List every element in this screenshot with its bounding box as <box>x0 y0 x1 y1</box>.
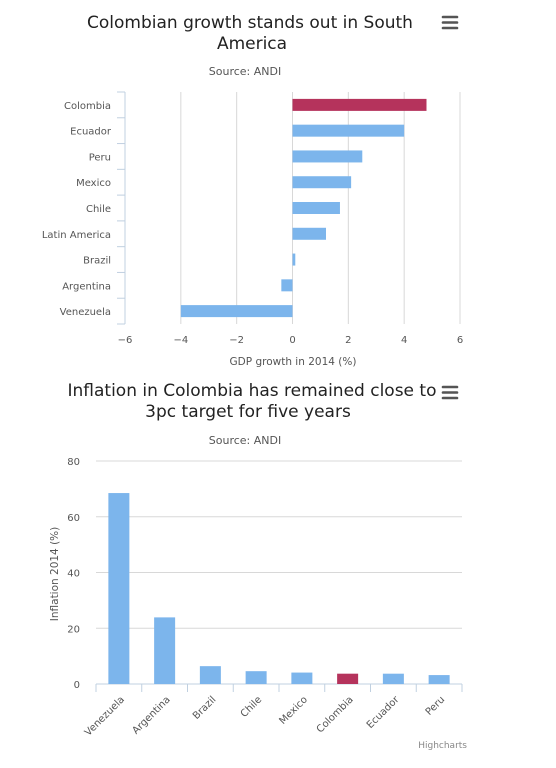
chart-growth-category-label: Venezuela <box>60 307 111 318</box>
chart-growth-x-tick-label: −2 <box>229 335 244 346</box>
chart-inflation-menu-icon[interactable] <box>437 380 463 402</box>
chart-growth-bar[interactable] <box>292 176 352 189</box>
chart-inflation-category-label: Mexico <box>278 694 310 726</box>
chart-growth-bar[interactable] <box>281 279 293 292</box>
chart-inflation-bar[interactable] <box>245 671 267 684</box>
chart-inflation-bars <box>108 493 450 684</box>
chart-growth-x-tick-label: 2 <box>345 335 351 346</box>
chart-inflation-title-line2: 3pc target for five years <box>145 402 351 422</box>
chart-growth-x-tick-label: 4 <box>401 335 407 346</box>
chart-growth-menu-icon[interactable] <box>437 10 463 32</box>
chart-inflation-bar[interactable] <box>154 617 176 684</box>
chart-growth-x-axis-title: GDP growth in 2014 (%) <box>230 356 357 368</box>
chart-inflation-y-tick-label: 20 <box>67 624 80 635</box>
chart-growth-bar[interactable] <box>292 150 363 163</box>
chart-growth-title-line2: America <box>217 34 287 54</box>
chart-inflation-y-ticks: 0 20 40 60 80 <box>67 457 80 691</box>
chart-inflation-gridlines <box>95 460 463 692</box>
chart-growth-x-tick-label: 6 <box>457 335 463 346</box>
chart-growth-bars <box>180 98 427 318</box>
chart-inflation-y-tick-label: 60 <box>67 513 80 524</box>
chart-growth-x-ticks: −6 −4 −2 0 2 4 6 <box>118 335 464 346</box>
chart-inflation-category-labels: Venezuela Argentina Brazil Chile Mexico Colom… <box>83 694 447 739</box>
chart-growth-category-labels: Colombia Ecuador Peru Mexico Chile Latin Amer… <box>42 101 112 318</box>
chart-growth-bar[interactable] <box>292 202 340 214</box>
chart-growth-bar[interactable] <box>292 253 296 266</box>
chart-growth-x-tick-label: 0 <box>289 335 295 346</box>
chart-growth-bar[interactable] <box>180 305 293 318</box>
chart-inflation-bar[interactable] <box>337 673 359 684</box>
chart-growth-bar[interactable] <box>292 124 405 137</box>
chart-growth-category-label: Chile <box>86 204 111 215</box>
chart-growth-title-line1: Colombian growth stands out in South <box>87 13 413 33</box>
chart-inflation-category-label: Venezuela <box>83 694 127 738</box>
chart-growth-x-tick-label: −4 <box>173 335 188 346</box>
chart-growth: Colombian growth stands out in South Ame… <box>42 10 464 368</box>
chart-growth-bar[interactable] <box>292 227 327 240</box>
chart-inflation-category-label: Chile <box>239 694 264 719</box>
chart-inflation-category-label: Colombia <box>315 694 356 735</box>
chart-inflation-y-tick-label: 40 <box>67 569 80 580</box>
chart-inflation-y-tick-label: 80 <box>67 457 80 468</box>
chart-inflation-bar[interactable] <box>108 493 130 684</box>
chart-growth-category-label: Peru <box>89 152 111 163</box>
chart-inflation-bar[interactable] <box>199 666 221 684</box>
chart-inflation-y-axis-title: Inflation 2014 (%) <box>49 527 61 621</box>
highcharts-credit[interactable]: Highcharts <box>418 741 467 751</box>
chart-inflation-bar[interactable] <box>382 673 404 684</box>
chart-growth-category-label: Latin America <box>42 230 111 241</box>
chart-growth-bar[interactable] <box>292 98 427 111</box>
chart-inflation-title-line1: Inflation in Colombia has remained close… <box>68 381 437 401</box>
chart-growth-x-tick-label: −6 <box>118 335 133 346</box>
chart-inflation-category-label: Brazil <box>191 694 219 722</box>
chart-growth-category-label: Brazil <box>83 256 111 267</box>
chart-inflation-subtitle: Source: ANDI <box>209 434 281 447</box>
chart-growth-subtitle: Source: ANDI <box>209 65 281 78</box>
chart-inflation-bar[interactable] <box>291 672 313 684</box>
chart-inflation-category-label: Peru <box>424 694 448 718</box>
chart-growth-category-label: Ecuador <box>70 127 112 138</box>
chart-growth-category-label: Colombia <box>64 101 111 112</box>
chart-growth-category-label: Argentina <box>62 281 111 292</box>
chart-inflation: Inflation in Colombia has remained close… <box>49 380 467 751</box>
chart-inflation-category-label: Argentina <box>130 694 172 736</box>
chart-inflation-bar[interactable] <box>428 675 450 684</box>
chart-inflation-y-tick-label: 0 <box>74 680 80 691</box>
chart-growth-category-label: Mexico <box>76 178 111 189</box>
chart-inflation-category-label: Ecuador <box>365 694 402 731</box>
